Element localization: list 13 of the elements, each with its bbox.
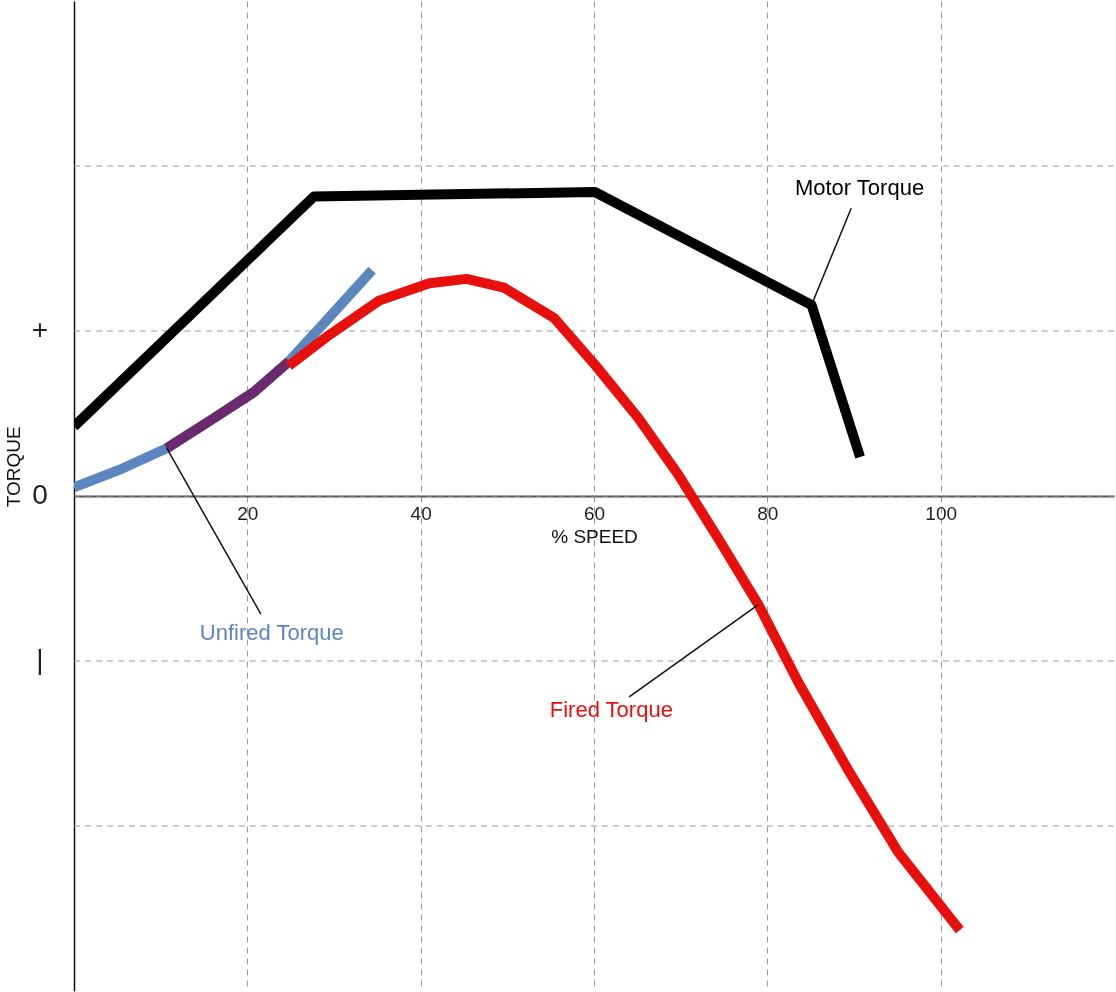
text: Unfired Torque [199, 620, 344, 646]
y-axis-title: TORQUE [2, 426, 24, 508]
x-tick-label: 40 [410, 502, 432, 524]
x-tick-label: 100 [925, 502, 958, 524]
x-tick-label: 20 [237, 502, 259, 524]
x-tick-label: 60 [583, 502, 606, 524]
x-axis-title: % SPEED [551, 525, 638, 547]
x-tick-label: 80 [757, 502, 779, 524]
text: Motor Torque [794, 174, 925, 200]
text: Fired Torque [549, 696, 673, 722]
ref-line-label: + [31, 314, 49, 345]
ref-line-label: 0 [32, 479, 48, 510]
ref-line-label: | [36, 644, 44, 675]
